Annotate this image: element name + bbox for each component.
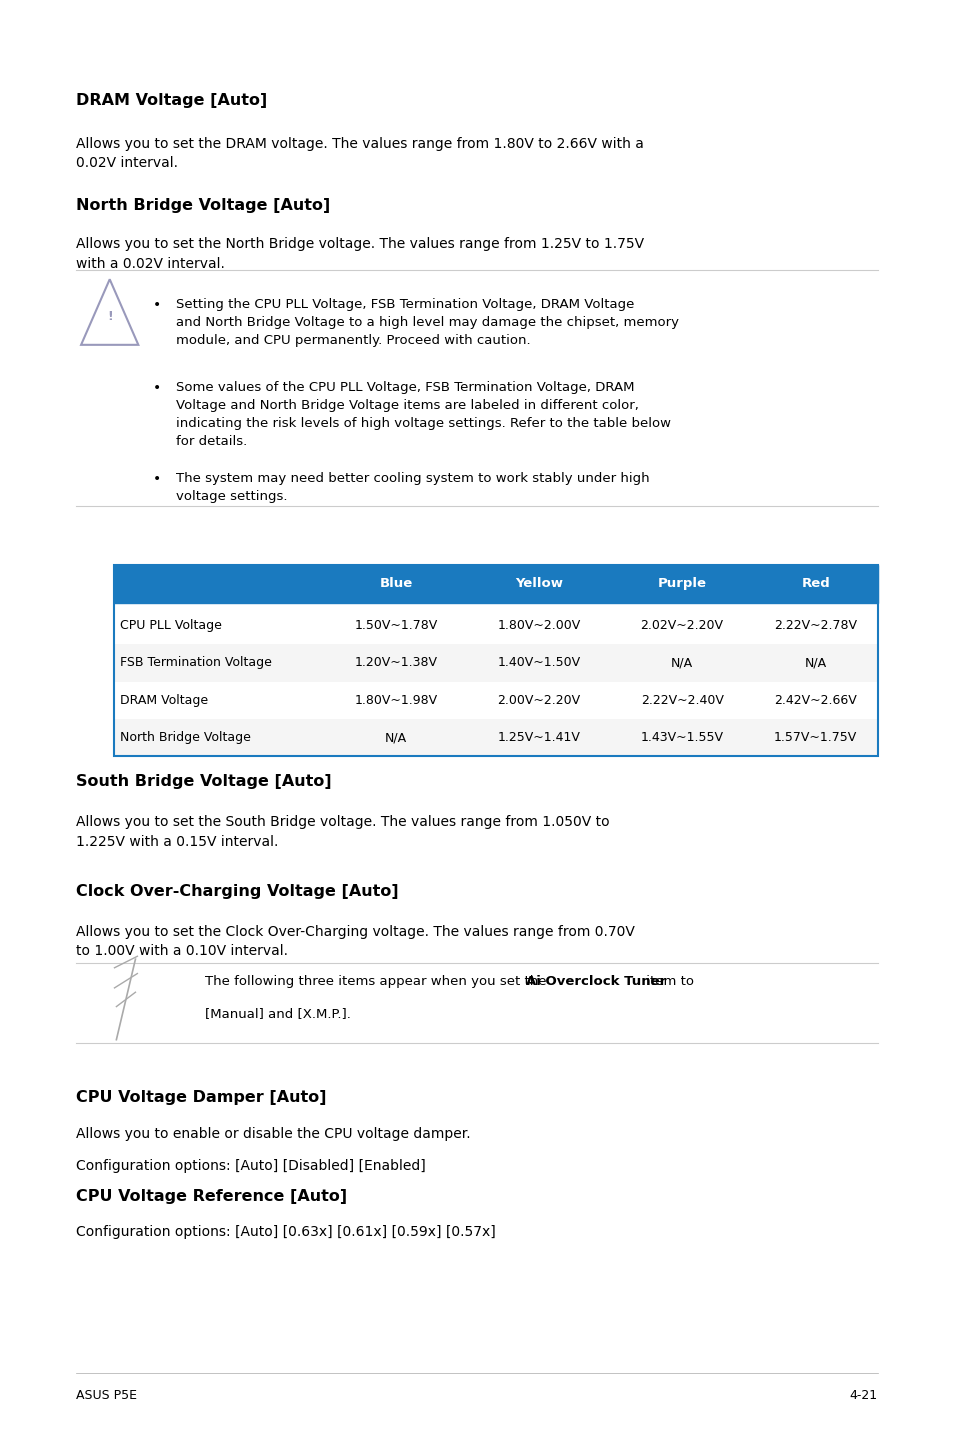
Text: 1.25V~1.41V: 1.25V~1.41V xyxy=(497,731,579,745)
Text: CPU PLL Voltage: CPU PLL Voltage xyxy=(120,618,222,633)
FancyBboxPatch shape xyxy=(114,682,877,719)
Text: Some values of the CPU PLL Voltage, FSB Termination Voltage, DRAM
Voltage and No: Some values of the CPU PLL Voltage, FSB … xyxy=(176,381,671,449)
Text: Purple: Purple xyxy=(657,577,706,591)
Text: 4-21: 4-21 xyxy=(849,1389,877,1402)
Text: Setting the CPU PLL Voltage, FSB Termination Voltage, DRAM Voltage
and North Bri: Setting the CPU PLL Voltage, FSB Termina… xyxy=(176,298,679,347)
Text: Blue: Blue xyxy=(379,577,412,591)
Text: 1.57V~1.75V: 1.57V~1.75V xyxy=(773,731,857,745)
FancyBboxPatch shape xyxy=(114,607,877,644)
Text: North Bridge Voltage: North Bridge Voltage xyxy=(120,731,251,745)
FancyBboxPatch shape xyxy=(114,644,877,682)
Text: N/A: N/A xyxy=(670,656,693,670)
Text: •: • xyxy=(153,472,161,486)
Text: Allows you to set the South Bridge voltage. The values range from 1.050V to
1.22: Allows you to set the South Bridge volta… xyxy=(76,815,609,848)
Text: 2.02V~2.20V: 2.02V~2.20V xyxy=(639,618,723,633)
Text: North Bridge Voltage [Auto]: North Bridge Voltage [Auto] xyxy=(76,198,331,213)
FancyBboxPatch shape xyxy=(114,719,877,756)
Text: CPU Voltage Damper [Auto]: CPU Voltage Damper [Auto] xyxy=(76,1090,327,1104)
Text: 1.80V~2.00V: 1.80V~2.00V xyxy=(497,618,580,633)
Text: 1.80V~1.98V: 1.80V~1.98V xyxy=(354,693,437,707)
Text: !: ! xyxy=(107,309,112,324)
Text: •: • xyxy=(153,298,161,312)
Text: South Bridge Voltage [Auto]: South Bridge Voltage [Auto] xyxy=(76,774,332,788)
FancyBboxPatch shape xyxy=(114,565,877,603)
Text: [Manual] and [X.M.P.].: [Manual] and [X.M.P.]. xyxy=(205,1007,351,1020)
Text: ASUS P5E: ASUS P5E xyxy=(76,1389,137,1402)
Text: Allows you to set the DRAM voltage. The values range from 1.80V to 2.66V with a
: Allows you to set the DRAM voltage. The … xyxy=(76,137,643,170)
Text: 2.22V~2.78V: 2.22V~2.78V xyxy=(773,618,857,633)
Text: Red: Red xyxy=(801,577,829,591)
Text: The system may need better cooling system to work stably under high
voltage sett: The system may need better cooling syste… xyxy=(176,472,649,503)
Text: Configuration options: [Auto] [Disabled] [Enabled]: Configuration options: [Auto] [Disabled]… xyxy=(76,1159,426,1173)
Text: 2.00V~2.20V: 2.00V~2.20V xyxy=(497,693,580,707)
Text: •: • xyxy=(153,381,161,395)
Text: The following three items appear when you set the: The following three items appear when yo… xyxy=(205,975,550,988)
Text: N/A: N/A xyxy=(803,656,826,670)
Text: Allows you to set the Clock Over-Charging voltage. The values range from 0.70V
t: Allows you to set the Clock Over-Chargin… xyxy=(76,925,635,958)
Text: 1.43V~1.55V: 1.43V~1.55V xyxy=(639,731,723,745)
Text: DRAM Voltage [Auto]: DRAM Voltage [Auto] xyxy=(76,93,267,108)
Text: Yellow: Yellow xyxy=(515,577,562,591)
Text: 1.50V~1.78V: 1.50V~1.78V xyxy=(354,618,437,633)
Text: N/A: N/A xyxy=(384,731,407,745)
Text: Clock Over-Charging Voltage [Auto]: Clock Over-Charging Voltage [Auto] xyxy=(76,884,398,899)
Text: CPU Voltage Reference [Auto]: CPU Voltage Reference [Auto] xyxy=(76,1189,347,1204)
Text: item to: item to xyxy=(641,975,693,988)
Text: DRAM Voltage: DRAM Voltage xyxy=(120,693,208,707)
Text: Allows you to enable or disable the CPU voltage damper.: Allows you to enable or disable the CPU … xyxy=(76,1127,471,1142)
Text: 1.40V~1.50V: 1.40V~1.50V xyxy=(497,656,580,670)
Text: 2.42V~2.66V: 2.42V~2.66V xyxy=(774,693,856,707)
Text: FSB Termination Voltage: FSB Termination Voltage xyxy=(120,656,272,670)
Text: Allows you to set the North Bridge voltage. The values range from 1.25V to 1.75V: Allows you to set the North Bridge volta… xyxy=(76,237,644,270)
Text: 2.22V~2.40V: 2.22V~2.40V xyxy=(640,693,722,707)
Text: 1.20V~1.38V: 1.20V~1.38V xyxy=(354,656,437,670)
Text: Ai Overclock Tuner: Ai Overclock Tuner xyxy=(526,975,666,988)
Text: Configuration options: [Auto] [0.63x] [0.61x] [0.59x] [0.57x]: Configuration options: [Auto] [0.63x] [0… xyxy=(76,1225,496,1240)
